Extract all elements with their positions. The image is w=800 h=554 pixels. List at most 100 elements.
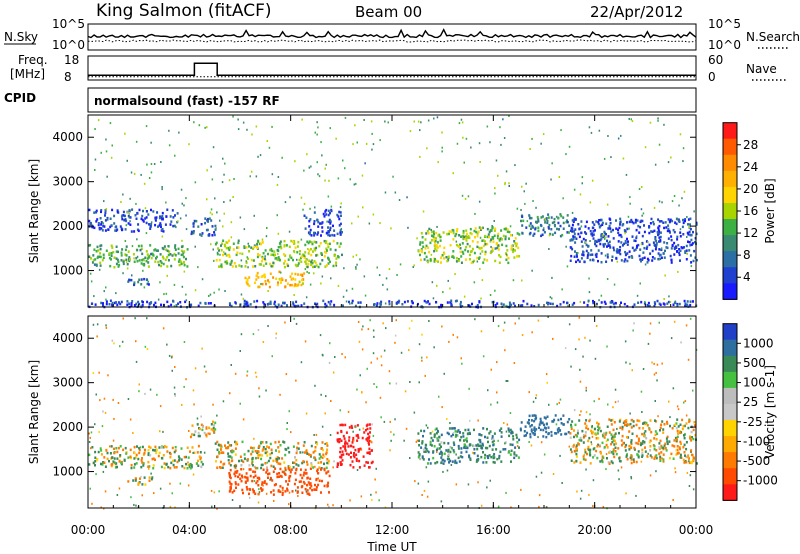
data-cell (119, 302, 122, 306)
data-cell (591, 221, 594, 224)
data-cell (456, 434, 459, 437)
data-cell (665, 449, 668, 452)
data-cell (239, 455, 242, 458)
data-cell (476, 256, 479, 260)
data-cell (639, 258, 642, 261)
data-cell (568, 445, 571, 448)
data-cell (302, 474, 305, 477)
data-cell (494, 187, 496, 190)
data-cell (282, 440, 285, 443)
data-cell (568, 323, 571, 326)
data-cell (562, 216, 565, 219)
data-cell (509, 443, 512, 446)
data-cell (659, 457, 662, 461)
data-cell (235, 471, 238, 474)
data-cell (498, 454, 501, 458)
data-cell (177, 220, 179, 223)
data-cell (511, 244, 514, 247)
data-cell (660, 220, 663, 223)
data-cell (351, 460, 354, 463)
data-cell (323, 484, 326, 488)
data-cell (589, 240, 591, 242)
data-cell (635, 235, 638, 238)
data-cell (622, 157, 625, 160)
data-cell (234, 440, 236, 444)
data-cell (295, 300, 298, 304)
data-cell (256, 246, 259, 249)
data-cell (116, 494, 119, 496)
data-cell (242, 491, 244, 495)
data-cell (130, 171, 133, 174)
data-cell (224, 444, 226, 447)
data-cell (548, 403, 550, 406)
data-cell (482, 244, 485, 248)
data-cell (502, 118, 504, 121)
data-cell (218, 249, 220, 252)
data-cell (293, 482, 296, 486)
data-cell (620, 259, 623, 262)
data-cell (342, 445, 345, 448)
data-cell (666, 435, 669, 439)
velocity-frame (87, 315, 697, 509)
data-cell (309, 482, 312, 485)
data-cell (267, 302, 270, 306)
data-cell (210, 243, 212, 246)
data-cell (352, 430, 354, 433)
data-cell (154, 458, 156, 461)
data-cell (341, 231, 343, 234)
data-cell (327, 245, 330, 249)
data-cell (245, 472, 248, 475)
data-cell (260, 487, 262, 490)
data-cell (116, 465, 118, 469)
data-cell (368, 443, 370, 446)
data-cell (508, 434, 511, 438)
data-cell (429, 432, 432, 435)
data-cell (128, 256, 131, 259)
data-cell (192, 230, 195, 233)
data-cell (587, 300, 590, 303)
data-cell (110, 251, 113, 255)
data-cell (633, 460, 635, 464)
data-cell (296, 264, 299, 267)
data-cell (116, 210, 119, 214)
data-cell (689, 254, 692, 257)
data-cell (623, 420, 626, 423)
data-cell (269, 300, 272, 304)
data-cell (659, 439, 662, 443)
data-cell (465, 437, 468, 440)
data-cell (658, 302, 661, 305)
data-cell (122, 317, 124, 320)
data-cell (584, 422, 587, 425)
data-cell (594, 229, 596, 232)
data-cell (321, 230, 324, 233)
data-cell (201, 232, 204, 235)
data-cell (208, 432, 211, 436)
data-cell (109, 452, 112, 455)
data-cell (292, 258, 294, 262)
data-cell (608, 462, 611, 465)
data-cell (351, 222, 353, 225)
data-cell (551, 302, 554, 306)
data-cell (447, 232, 450, 236)
data-cell (460, 447, 463, 450)
data-cell (287, 446, 290, 450)
data-cell (479, 236, 482, 239)
data-cell (308, 249, 311, 252)
data-cell (676, 304, 679, 307)
data-cell (486, 436, 489, 439)
data-cell (246, 304, 249, 308)
data-cell (585, 220, 588, 224)
colorbar-segment (723, 267, 737, 284)
data-cell (456, 228, 459, 231)
data-cell (421, 236, 424, 239)
data-cell (147, 265, 150, 268)
data-cell (668, 440, 671, 443)
data-cell (589, 253, 592, 257)
data-cell (323, 239, 326, 243)
data-cell (353, 452, 355, 455)
data-cell (99, 247, 102, 251)
data-cell (108, 459, 110, 463)
data-cell (605, 260, 608, 263)
data-cell (367, 328, 370, 331)
data-cell (666, 422, 669, 425)
